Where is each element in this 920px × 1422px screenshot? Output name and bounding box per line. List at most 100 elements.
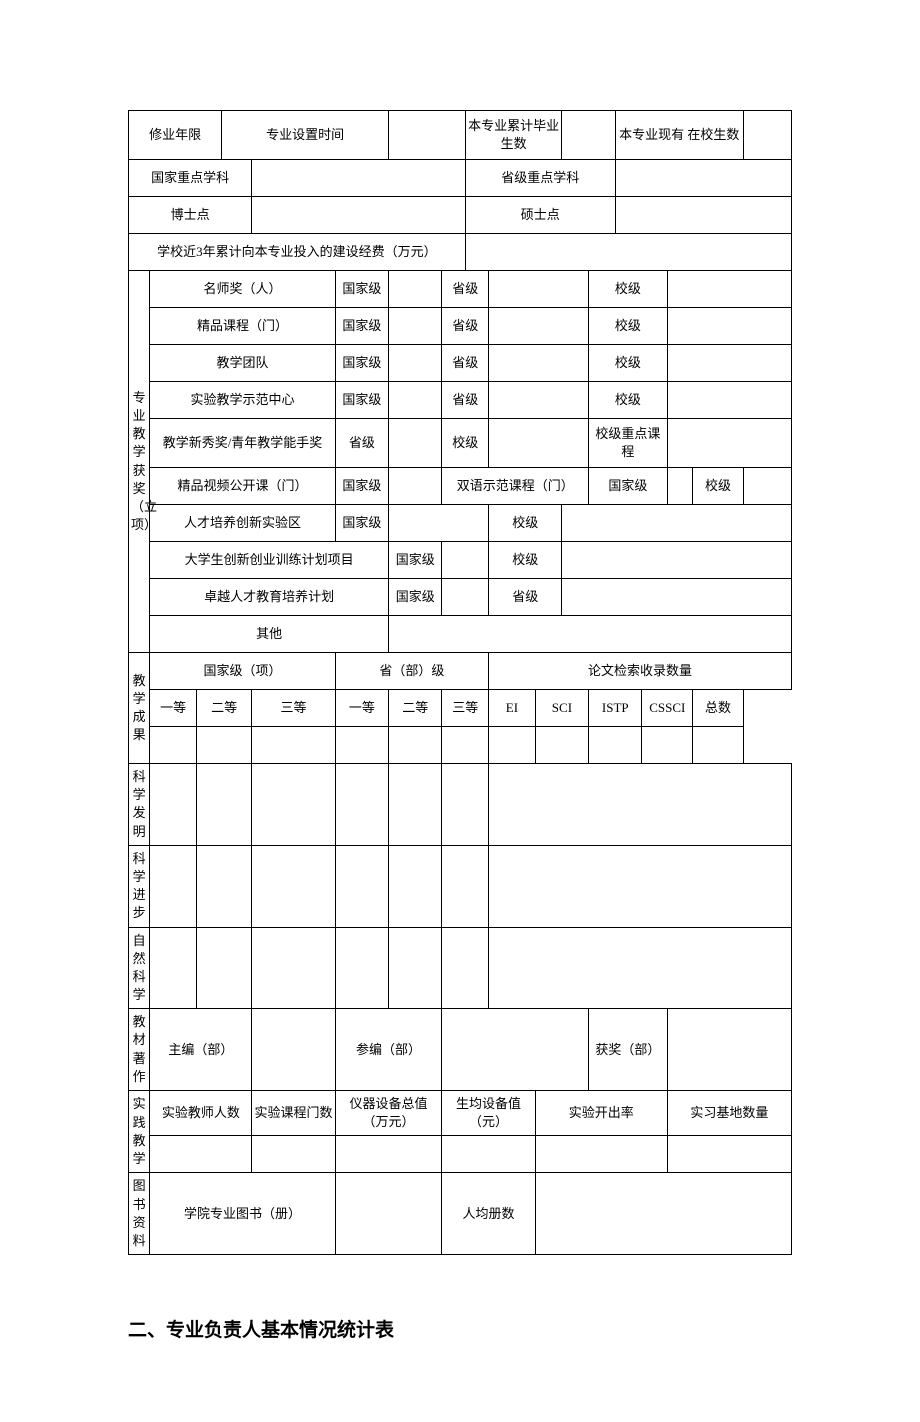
- cell: [389, 616, 792, 653]
- cell: [642, 727, 693, 764]
- cell: [335, 927, 388, 1009]
- cell: [150, 764, 197, 846]
- col-label: ISTP: [589, 690, 642, 727]
- cell: [535, 727, 588, 764]
- cell: [442, 845, 489, 927]
- cell: [489, 419, 589, 468]
- cell: [667, 1009, 791, 1091]
- major-setup-time-label: 专业设置时间: [222, 111, 389, 160]
- section-2-heading: 二、专业负责人基本情况统计表: [128, 1315, 792, 1342]
- cell: [442, 764, 489, 846]
- main-table: 修业年限 专业设置时间 本专业累计毕业生数 本专业现有 在校生数 国家重点学科 …: [128, 110, 792, 1255]
- level-label: 省级: [489, 579, 562, 616]
- cell: [252, 160, 465, 197]
- level-label: 国家级: [335, 505, 388, 542]
- cell: [535, 1136, 667, 1173]
- co-editor-label: 参编（部）: [335, 1009, 442, 1091]
- results-h3: 论文检索收录数量: [489, 653, 792, 690]
- cell: [335, 1173, 442, 1255]
- cell: [252, 764, 335, 846]
- award-label: 精品视频公开课（门）: [150, 468, 335, 505]
- cell: [442, 579, 489, 616]
- cell: [150, 845, 197, 927]
- cell: [489, 271, 589, 308]
- cell: [252, 927, 335, 1009]
- cell: [335, 727, 388, 764]
- level-label: 校级: [589, 382, 668, 419]
- cell: [389, 382, 442, 419]
- level-label: 校级: [489, 542, 562, 579]
- sci-invention-label: 科学发明: [129, 764, 150, 846]
- cell: [589, 727, 642, 764]
- textbook-side-label: 教材著作: [129, 1009, 150, 1091]
- cell: [743, 111, 791, 160]
- construction-funds-label: 学校近3年累计向本专业投入的建设经费（万元）: [129, 234, 466, 271]
- practice-col: 生均设备值（元）: [442, 1091, 535, 1136]
- col-label: CSSCI: [642, 690, 693, 727]
- study-years-label: 修业年限: [129, 111, 222, 160]
- level-label: 校级: [442, 419, 489, 468]
- cell: [442, 727, 489, 764]
- cell: [197, 927, 252, 1009]
- col-label: 三等: [252, 690, 335, 727]
- cell: [667, 419, 791, 468]
- cell: [150, 927, 197, 1009]
- cell: [335, 845, 388, 927]
- cell: [389, 345, 442, 382]
- cell: [389, 419, 442, 468]
- level-label: 省级: [442, 345, 489, 382]
- level-label: 校级: [589, 345, 668, 382]
- practice-col: 实习基地数量: [667, 1091, 791, 1136]
- cell: [252, 727, 335, 764]
- cell: [389, 927, 442, 1009]
- nat-science-label: 自然科学: [129, 927, 150, 1009]
- level-label: 国家级: [335, 345, 388, 382]
- cell: [667, 308, 791, 345]
- cell: [335, 1136, 442, 1173]
- col-label: 总数: [693, 690, 744, 727]
- award-label: 大学生创新创业训练计划项目: [150, 542, 389, 579]
- col-label: 二等: [197, 690, 252, 727]
- current-students-label: 本专业现有 在校生数: [615, 111, 743, 160]
- cell: [667, 271, 791, 308]
- cell: [562, 579, 792, 616]
- cell: [442, 1136, 535, 1173]
- award-label: 精品课程（门）: [150, 308, 335, 345]
- award-label: 其他: [150, 616, 389, 653]
- masters-point-label: 硕士点: [465, 197, 615, 234]
- provincial-key-subject-label: 省级重点学科: [465, 160, 615, 197]
- cell: [489, 308, 589, 345]
- level-label: 校级: [693, 468, 744, 505]
- cell: [489, 845, 792, 927]
- cell: [489, 345, 589, 382]
- cell: [197, 727, 252, 764]
- phd-point-label: 博士点: [129, 197, 252, 234]
- cumulative-grads-label: 本专业累计毕业生数: [465, 111, 562, 160]
- sci-progress-label: 科学进步: [129, 845, 150, 927]
- award-label: 人才培养创新实验区: [150, 505, 335, 542]
- results-side-label: 教学成果: [129, 653, 150, 764]
- award-label: 教学新秀奖/青年教学能手奖: [150, 419, 335, 468]
- cell: [150, 1136, 252, 1173]
- level-label: 校级: [589, 308, 668, 345]
- cell: [442, 927, 489, 1009]
- cell: [667, 345, 791, 382]
- cell: [489, 382, 589, 419]
- level-label: 国家级: [335, 308, 388, 345]
- cell: [252, 1136, 335, 1173]
- col-label: 一等: [150, 690, 197, 727]
- cell: [389, 727, 442, 764]
- cell: [667, 468, 692, 505]
- col-label: SCI: [535, 690, 588, 727]
- level-label: 国家级: [335, 271, 388, 308]
- awarded-label: 获奖（部）: [589, 1009, 668, 1091]
- award-label: 名师奖（人）: [150, 271, 335, 308]
- cell: [465, 234, 791, 271]
- cell: [562, 505, 792, 542]
- cell: [389, 505, 489, 542]
- cell: [442, 542, 489, 579]
- library-books-label: 学院专业图书（册）: [150, 1173, 335, 1255]
- level-label: 省级: [335, 419, 388, 468]
- practice-col: 仪器设备总值（万元）: [335, 1091, 442, 1136]
- practice-side-label: 实践教学: [129, 1091, 150, 1173]
